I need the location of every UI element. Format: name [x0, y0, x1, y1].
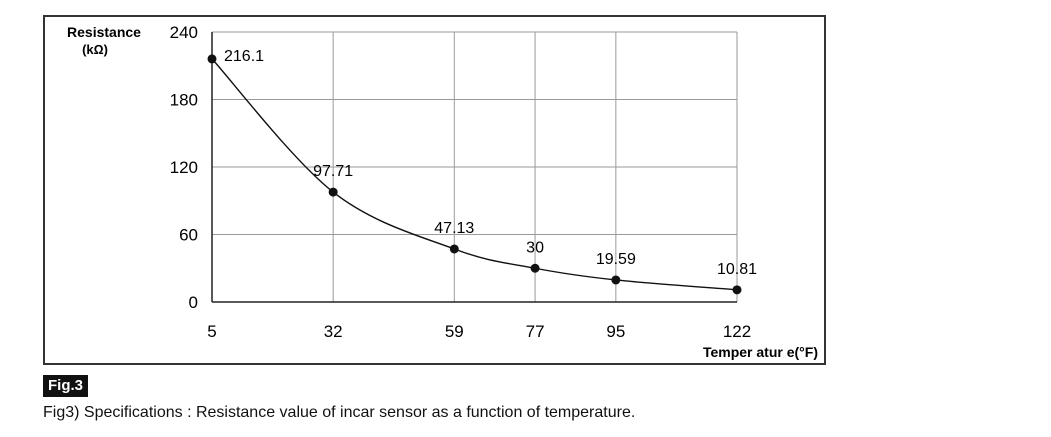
x-axis-title: Temper atur e(°F): [703, 344, 818, 360]
data-label: 10.81: [717, 261, 757, 278]
data-point: [530, 263, 540, 273]
y-tick-label: 180: [170, 91, 198, 110]
y-tick-label: 0: [189, 293, 198, 312]
y-tick-labels: 0 60 120 180 240: [170, 23, 198, 312]
y-axis-title: Resistance: [67, 24, 141, 40]
axes: [211, 32, 737, 303]
data-point: [449, 244, 459, 254]
data-label: 216.1: [224, 48, 264, 65]
x-tick-label: 32: [324, 322, 343, 341]
figure-frame: [43, 15, 826, 365]
x-tick-label: 77: [526, 322, 545, 341]
data-point: [732, 285, 742, 295]
data-point: [611, 275, 621, 285]
x-tick-labels: 5 32 59 77 95 122: [207, 322, 751, 341]
figure-badge: Fig.3: [43, 375, 89, 397]
data-point: [328, 187, 338, 197]
y-axis-unit: (kΩ): [82, 42, 108, 57]
figure-caption: Fig3) Specifications : Resistance value …: [43, 404, 636, 421]
y-tick-label: 240: [170, 23, 198, 42]
x-tick-label: 95: [606, 322, 625, 341]
series-line: [211, 58, 738, 291]
x-tick-label: 5: [207, 322, 216, 341]
data-label: 30: [526, 239, 544, 256]
x-tick-label: 59: [445, 322, 464, 341]
data-label: 47.13: [434, 220, 474, 237]
y-tick-label: 120: [170, 158, 198, 177]
data-point: [207, 54, 217, 64]
data-labels: 216.1 97.71 47.13 30 19.59 10.81: [224, 48, 757, 278]
grid: [212, 31, 738, 302]
data-points: [207, 54, 742, 295]
y-tick-label: 60: [179, 226, 198, 245]
x-tick-label: 122: [723, 322, 751, 341]
data-label: 97.71: [313, 163, 353, 180]
data-label: 19.59: [596, 251, 636, 268]
